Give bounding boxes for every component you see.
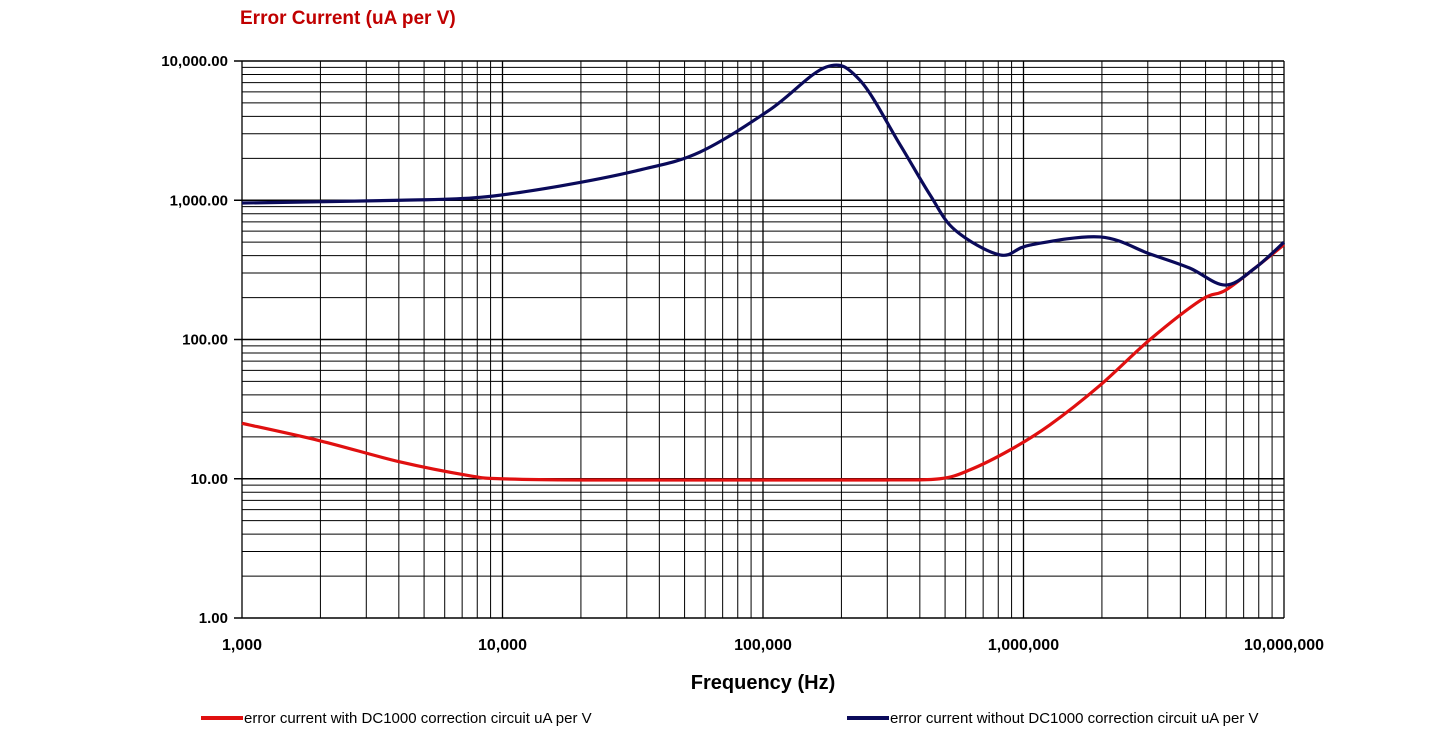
legend-label-with-correction: error current with DC1000 correction cir… xyxy=(244,710,592,727)
series-lines xyxy=(241,63,1286,482)
y-tick-label: 1.00 xyxy=(199,610,228,627)
y-axis-ticks: 1.00 10.00 100.00 1,000.00 10,000.00 xyxy=(161,53,228,627)
legend-label-without-correction: error current without DC1000 correction … xyxy=(890,710,1259,727)
y-tick-label: 100.00 xyxy=(182,332,228,349)
grid xyxy=(234,60,1285,619)
series-line-without-correction xyxy=(241,63,1286,287)
y-tick-label: 1,000.00 xyxy=(170,192,228,209)
x-tick-label: 100,000 xyxy=(734,637,792,654)
x-tick-label: 1,000 xyxy=(222,637,262,654)
y-tick-label: 10.00 xyxy=(190,471,228,488)
x-axis-label: Frequency (Hz) xyxy=(691,672,835,694)
x-axis-ticks: 1,000 10,000 100,000 1,000,000 10,000,000 xyxy=(222,637,1324,654)
x-tick-label: 10,000 xyxy=(478,637,527,654)
x-tick-label: 1,000,000 xyxy=(988,637,1059,654)
series-line-with-correction xyxy=(241,243,1286,482)
chart-title: Error Current (uA per V) xyxy=(240,8,456,29)
legend: error current with DC1000 correction cir… xyxy=(201,710,1259,727)
x-tick-label: 10,000,000 xyxy=(1244,637,1324,654)
y-tick-label: 10,000.00 xyxy=(161,53,228,70)
